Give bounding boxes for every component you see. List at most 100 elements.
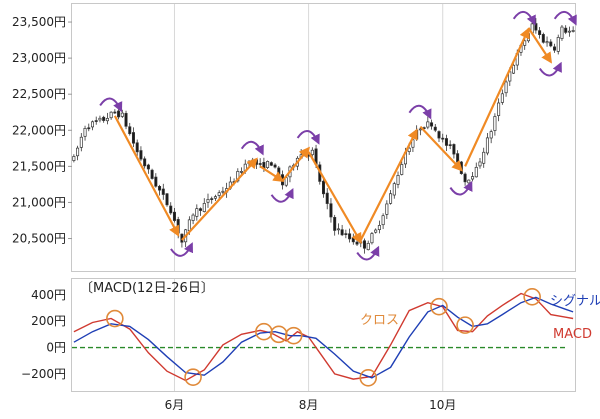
candle-body (392, 183, 396, 196)
trend-arrow (281, 146, 310, 182)
candle-body (426, 121, 430, 128)
candle-body (500, 93, 504, 103)
crossover-circle (106, 309, 124, 328)
candle-body (541, 34, 545, 43)
price-y-axis: 23,500円 23,000円 22,500円 22,000円 21,500円 21,00… (12, 15, 72, 246)
signal-line (73, 296, 574, 379)
candle-body (467, 179, 471, 184)
candle-body (117, 110, 121, 118)
candle-body (79, 136, 83, 148)
crossover-circle (269, 325, 288, 344)
legend-signal: シグナル (550, 294, 600, 309)
candle-body (489, 131, 493, 139)
crossover-circle (359, 369, 378, 387)
candle-body (381, 215, 385, 226)
candle-body (534, 23, 538, 31)
price-y-tick-label: 20,500円 (12, 232, 66, 246)
candle-body (258, 163, 262, 165)
candle-body (83, 128, 87, 137)
reversal-arrows (99, 11, 577, 261)
crossover-circle (523, 287, 541, 306)
price-y-tick-label: 22,000円 (12, 123, 66, 137)
candle-body (526, 33, 530, 42)
macd-panel-frame (71, 278, 576, 392)
candle-body (478, 161, 482, 167)
candle-body (396, 175, 400, 185)
reversal-arrow (538, 61, 562, 77)
candle-body (277, 167, 281, 177)
crossover-circle (430, 297, 448, 316)
candle-body (109, 111, 113, 119)
macd-series (73, 292, 574, 382)
reversal-arrow (512, 11, 536, 26)
candle-body (135, 142, 139, 153)
crossover-circle (456, 316, 474, 334)
candle-body (448, 144, 452, 147)
trend-arrow (181, 157, 258, 241)
trend-arrow (359, 128, 418, 241)
candle-body (217, 192, 221, 196)
candle-body (556, 37, 560, 52)
candle-body (94, 120, 98, 122)
price-y-tick-label: 23,000円 (12, 51, 66, 65)
candle-body (549, 41, 553, 47)
reversal-arrow (408, 104, 432, 120)
candle-body (456, 153, 460, 163)
trend-arrow (527, 27, 552, 64)
candle-body (437, 131, 441, 139)
reversal-arrow (170, 242, 193, 257)
candle-body (564, 27, 568, 33)
candle-body (176, 219, 180, 234)
x-tick-label: 8月 (299, 398, 319, 412)
candle-body (344, 233, 348, 235)
candle-body (139, 150, 143, 160)
macd-y-tick-label: 400円 (31, 288, 66, 302)
reversal-arrow (270, 188, 294, 203)
macd-y-tick-label: 0円 (46, 341, 66, 355)
candle-body (463, 173, 467, 183)
candle-body (206, 199, 210, 203)
reversal-arrow (99, 97, 123, 113)
candle-body (351, 237, 355, 243)
candle-body (187, 219, 191, 232)
crossover-markers (106, 287, 541, 387)
candle-body (213, 196, 217, 199)
price-panel-frame (71, 3, 576, 272)
candle-body (374, 229, 378, 233)
reversal-arrow (296, 130, 320, 145)
candle-body (362, 240, 366, 249)
candle-body (385, 203, 389, 215)
candle-body (441, 137, 445, 140)
x-tick-label: 6月 (165, 398, 185, 412)
candle-body (325, 192, 329, 204)
candle-body (355, 241, 359, 245)
candle-body (165, 193, 169, 206)
candle-body (128, 126, 132, 135)
candle-body (266, 161, 270, 168)
candle-body (474, 166, 478, 178)
trend-lines (113, 27, 552, 245)
candle-body (72, 156, 76, 161)
reversal-arrow (356, 245, 380, 261)
candle-body (131, 132, 135, 144)
candle-body (199, 208, 203, 211)
reversal-arrow (449, 180, 473, 196)
candle-body (310, 149, 314, 156)
crossover-circle (184, 368, 202, 386)
trend-arrow (419, 125, 463, 172)
crossover-circle (284, 326, 303, 345)
candle-body (340, 229, 344, 236)
trend-arrow (307, 151, 362, 245)
candle-body (370, 233, 374, 244)
candle-body (523, 40, 527, 46)
candle-body (553, 46, 557, 51)
candle-body (366, 242, 370, 251)
candle-body (221, 190, 225, 193)
legend-macd: MACD (553, 327, 592, 342)
candle-body (169, 205, 173, 214)
macd-line (73, 292, 574, 382)
candle-body (545, 41, 549, 44)
reversal-arrow (553, 11, 577, 26)
